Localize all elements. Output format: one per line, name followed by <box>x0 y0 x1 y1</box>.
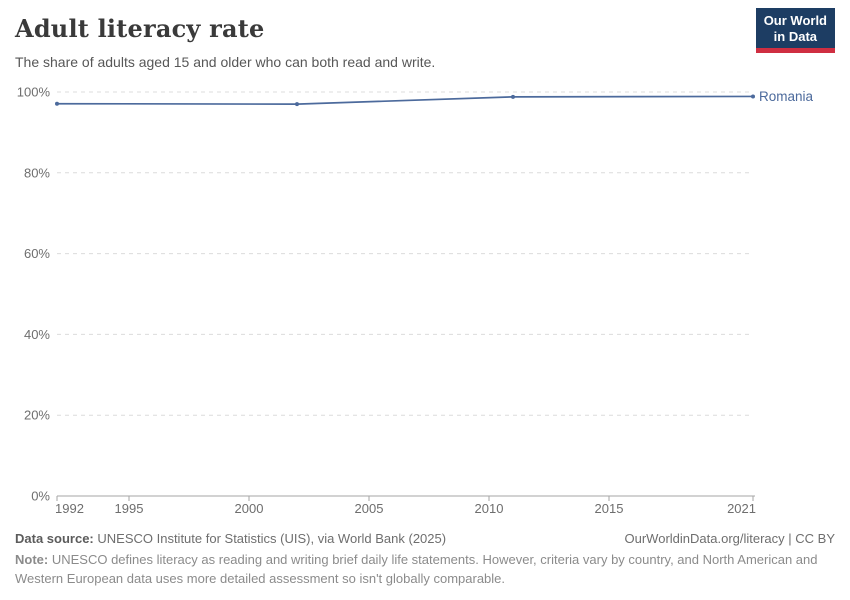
owid-logo-line1: Our World <box>763 13 827 28</box>
x-tick-label: 1992 <box>55 501 84 516</box>
data-point <box>511 94 515 99</box>
chart-footer: Data source: UNESCO Institute for Statis… <box>15 531 835 589</box>
line-chart: 0% 20% 40% 60% 80% 100% 1992 1995 2000 2005 2010 20… <box>17 85 814 517</box>
footer-source-row: Data source: UNESCO Institute for Statis… <box>15 531 835 546</box>
y-tick-label: 100% <box>17 85 51 100</box>
data-source: Data source: UNESCO Institute for Statis… <box>15 531 446 546</box>
owid-logo-line2: in Data <box>773 28 818 44</box>
data-source-text: UNESCO Institute for Statistics (UIS), v… <box>97 531 447 546</box>
note-label: Note: <box>15 552 49 567</box>
y-tick-label: 40% <box>24 327 50 342</box>
x-tick-label: 2015 <box>595 501 624 516</box>
page-title: Adult literacy rate <box>15 14 265 43</box>
chart-header: Adult literacy rate The share of adults … <box>0 0 850 75</box>
license-link[interactable]: OurWorldinData.org/literacy | CC BY <box>624 531 835 546</box>
y-tick-label: 60% <box>24 246 50 261</box>
data-line <box>56 95 754 105</box>
x-tick-label: 2010 <box>475 501 504 516</box>
data-point <box>751 94 755 99</box>
y-tick-label: 20% <box>24 408 50 423</box>
x-tick-label: 2000 <box>235 501 264 516</box>
chart-subtitle: The share of adults aged 15 and older wh… <box>15 54 436 70</box>
note-text: UNESCO defines literacy as reading and w… <box>15 552 818 586</box>
x-tick-label: 2021 <box>727 501 756 516</box>
data-point <box>295 102 299 107</box>
y-tick-label: 0% <box>31 489 50 504</box>
x-tick-label: 2005 <box>355 501 384 516</box>
data-source-label: Data source: <box>15 531 94 546</box>
owid-logo: Our World in Data <box>755 8 835 53</box>
data-point <box>55 101 59 106</box>
footer-note: Note: UNESCO defines literacy as reading… <box>15 551 835 589</box>
y-tick-label: 80% <box>24 165 50 180</box>
series-label: Romania <box>759 89 814 104</box>
x-tick-label: 1995 <box>115 501 144 516</box>
